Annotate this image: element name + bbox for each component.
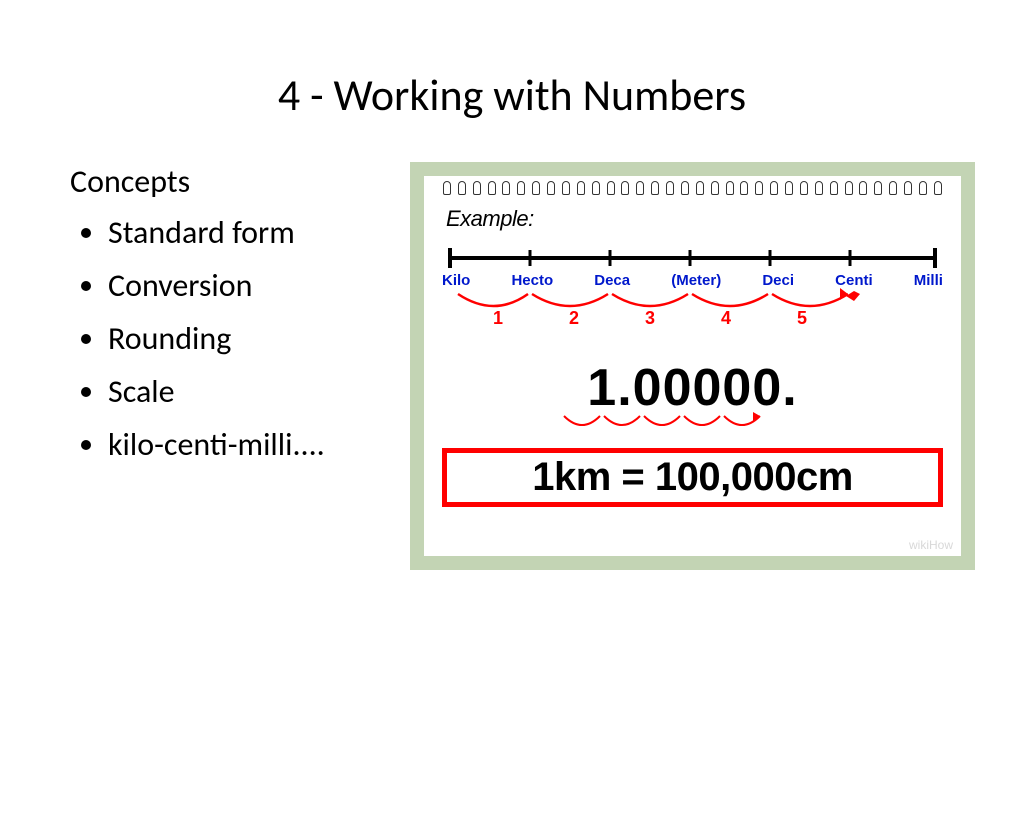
diagram-frame: Example: <box>410 162 975 570</box>
bullet-item: Standard form <box>108 213 400 252</box>
spiral-ring <box>785 181 793 195</box>
bullet-list: Standard form Conversion Rounding Scale … <box>70 213 400 464</box>
prefix-labels: Kilo Hecto Deca (Meter) Deci Centi Milli <box>442 272 943 289</box>
concepts-heading: Concepts <box>70 162 400 201</box>
prefix-hecto: Hecto <box>511 272 553 289</box>
spiral-ring <box>845 181 853 195</box>
spiral-ring <box>502 181 510 195</box>
spiral-ring <box>517 181 525 195</box>
spiral-ring <box>770 181 778 195</box>
spiral-ring <box>666 181 674 195</box>
spiral-ring <box>800 181 808 195</box>
spiral-ring <box>830 181 838 195</box>
spiral-ring <box>547 181 555 195</box>
bullet-item: Rounding <box>108 319 400 358</box>
spiral-ring <box>711 181 719 195</box>
watermark: wikiHow <box>909 538 953 552</box>
left-column: Concepts Standard form Conversion Roundi… <box>70 162 400 570</box>
bullet-item: Conversion <box>108 266 400 305</box>
decimal-shift-arcs <box>558 412 828 434</box>
spiral-ring <box>919 181 927 195</box>
spiral-ring <box>815 181 823 195</box>
arc-numbers: 1 2 3 4 5 <box>460 308 840 329</box>
spiral-ring <box>934 181 942 195</box>
prefix-kilo: Kilo <box>442 272 470 289</box>
spiral-ring <box>889 181 897 195</box>
arc-num-5: 5 <box>797 308 807 329</box>
spiral-ring <box>458 181 466 195</box>
big-number: 1.00000. <box>424 358 961 418</box>
arc-num-1: 1 <box>493 308 503 329</box>
content-area: Concepts Standard form Conversion Roundi… <box>0 162 1024 570</box>
spiral-ring <box>577 181 585 195</box>
spiral-ring <box>488 181 496 195</box>
spiral-ring <box>562 181 570 195</box>
spiral-ring <box>740 181 748 195</box>
right-column: Example: <box>410 162 975 570</box>
spiral-ring <box>473 181 481 195</box>
spiral-ring <box>532 181 540 195</box>
arc-num-2: 2 <box>569 308 579 329</box>
example-label: Example: <box>446 206 961 232</box>
arc-num-4: 4 <box>721 308 731 329</box>
result-box: 1km = 100,000cm <box>442 448 943 507</box>
spiral-ring <box>443 181 451 195</box>
prefix-meter: (Meter) <box>671 272 721 289</box>
arc-num-3: 3 <box>645 308 655 329</box>
notepad: Example: <box>424 176 961 556</box>
prefix-deca: Deca <box>594 272 630 289</box>
spiral-ring <box>607 181 615 195</box>
bullet-item: kilo-centi-milli.... <box>108 425 400 464</box>
bullet-item: Scale <box>108 372 400 411</box>
spiral-ring <box>592 181 600 195</box>
spiral-ring <box>681 181 689 195</box>
spiral-ring <box>904 181 912 195</box>
spiral-ring <box>755 181 763 195</box>
spiral-ring <box>874 181 882 195</box>
spiral-ring <box>636 181 644 195</box>
prefix-centi: Centi <box>835 272 873 289</box>
spiral-ring <box>696 181 704 195</box>
slide-title: 4 - Working with Numbers <box>0 68 1024 122</box>
spiral-ring <box>726 181 734 195</box>
spiral-ring <box>651 181 659 195</box>
spiral-ring <box>859 181 867 195</box>
prefix-deci: Deci <box>762 272 794 289</box>
prefix-number-line: Kilo Hecto Deca (Meter) Deci Centi Milli… <box>440 236 945 326</box>
spiral-binding <box>424 176 961 198</box>
prefix-milli: Milli <box>914 272 943 289</box>
spiral-ring <box>621 181 629 195</box>
